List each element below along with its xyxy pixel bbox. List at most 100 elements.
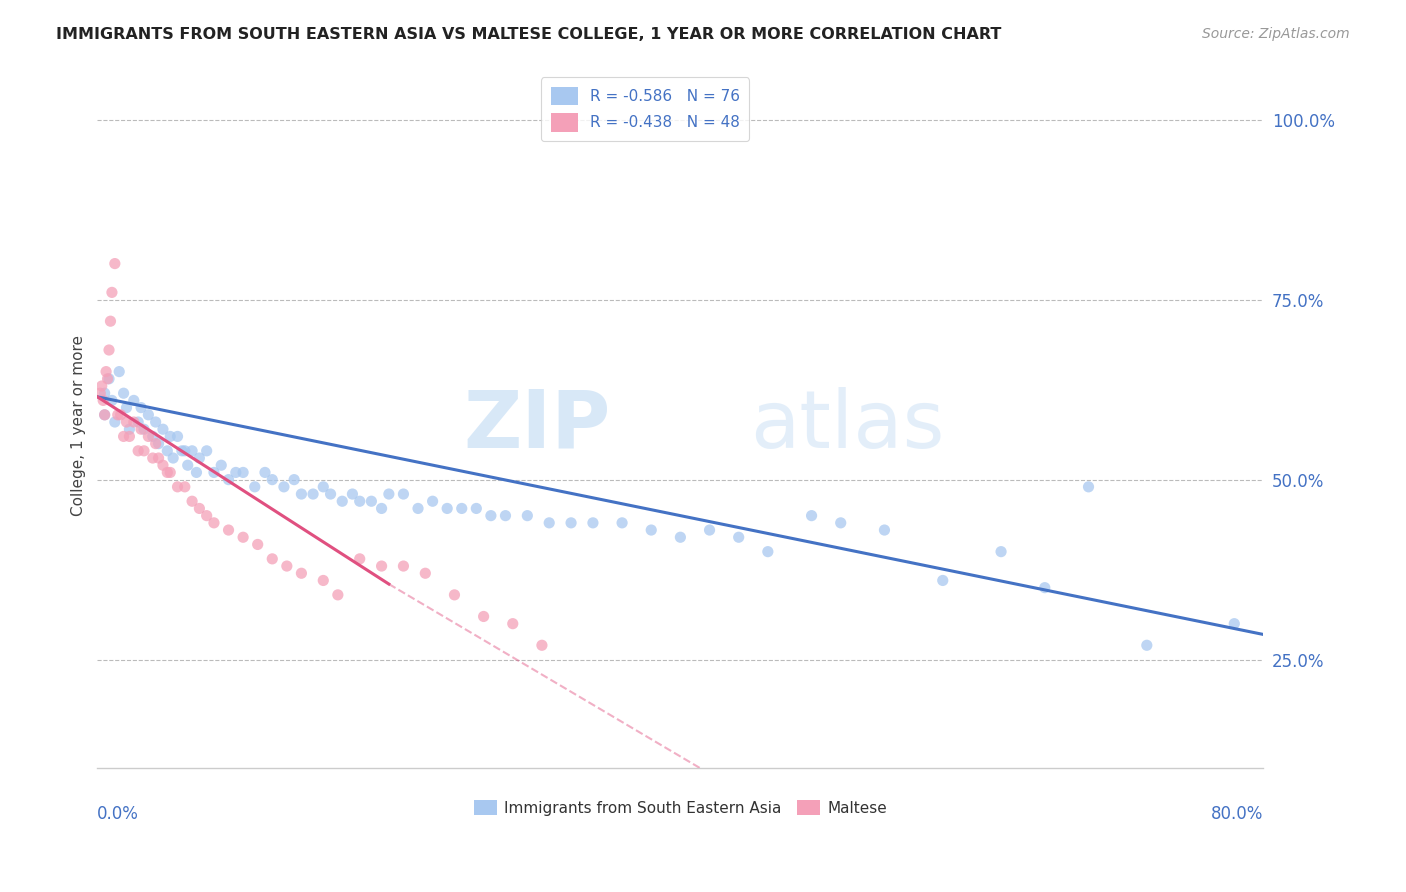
Point (756, 544, 779, 558)
Point (699, 523, 721, 537)
Point (330, 494, 353, 508)
Point (360, 494, 382, 508)
Point (326, 588, 349, 602)
Point (530, 638, 553, 652)
Point (107, 408, 129, 422)
Point (273, 480, 295, 494)
Point (166, 429, 188, 443)
Point (181, 443, 204, 458)
Text: atlas: atlas (751, 386, 945, 465)
Point (370, 559, 392, 574)
Point (188, 450, 211, 465)
Point (378, 487, 401, 501)
Point (159, 466, 181, 480)
Point (195, 443, 218, 458)
Point (370, 501, 392, 516)
Point (209, 458, 232, 473)
Point (129, 401, 152, 415)
Point (129, 422, 152, 436)
Point (177, 458, 200, 473)
Point (283, 473, 305, 487)
Point (246, 537, 269, 551)
Point (93, 408, 115, 422)
Point (170, 443, 193, 458)
Point (108, 365, 131, 379)
Point (276, 559, 298, 574)
Text: 0.0%: 0.0% (97, 805, 139, 823)
Point (152, 458, 174, 473)
Point (502, 616, 524, 631)
Point (104, 415, 127, 429)
Point (290, 566, 312, 581)
Point (218, 473, 240, 487)
Point (112, 429, 135, 443)
Point (873, 523, 896, 537)
Point (349, 494, 371, 508)
Point (132, 443, 155, 458)
Point (582, 516, 605, 530)
Point (148, 436, 170, 450)
Point (162, 450, 184, 465)
Point (98, 343, 121, 357)
Point (93, 386, 115, 401)
Point (188, 501, 211, 516)
Text: 80.0%: 80.0% (1211, 805, 1264, 823)
Point (262, 473, 284, 487)
Text: Source: ZipAtlas.com: Source: ZipAtlas.com (1202, 27, 1350, 41)
Point (148, 450, 170, 465)
Point (443, 588, 465, 602)
Point (93, 408, 115, 422)
Point (101, 393, 124, 408)
Point (406, 501, 429, 516)
Point (173, 443, 195, 458)
Point (253, 466, 276, 480)
Point (94, 365, 117, 379)
Point (413, 566, 436, 581)
Point (516, 508, 538, 523)
Point (312, 480, 335, 494)
Point (101, 285, 124, 300)
Point (232, 466, 254, 480)
Point (450, 501, 472, 516)
Point (90, 379, 112, 393)
Point (159, 429, 181, 443)
Point (290, 487, 312, 501)
Point (166, 480, 188, 494)
Point (152, 422, 174, 436)
Point (232, 530, 254, 544)
Point (436, 501, 458, 516)
Point (560, 516, 582, 530)
Point (830, 516, 852, 530)
Legend: R = -0.586   N = 76, R = -0.438   N = 48: R = -0.586 N = 76, R = -0.438 N = 48 (541, 78, 749, 141)
Point (100, 314, 122, 328)
Point (181, 494, 204, 508)
Text: IMMIGRANTS FROM SOUTH EASTERN ASIA VS MALTESE COLLEGE, 1 YEAR OR MORE CORRELATIO: IMMIGRANTS FROM SOUTH EASTERN ASIA VS MA… (56, 27, 1001, 42)
Point (138, 429, 160, 443)
Point (127, 443, 149, 458)
Point (202, 466, 225, 480)
Point (932, 574, 955, 588)
Point (115, 415, 138, 429)
Point (145, 415, 167, 429)
Point (990, 544, 1012, 558)
Point (122, 393, 145, 408)
Point (145, 436, 167, 450)
Point (122, 415, 145, 429)
Point (115, 401, 138, 415)
Point (132, 422, 155, 436)
Point (538, 516, 561, 530)
Point (1136, 638, 1159, 652)
Point (91, 393, 114, 408)
Point (156, 466, 179, 480)
Point (422, 494, 444, 508)
Point (392, 559, 415, 574)
Point (218, 523, 240, 537)
Point (138, 408, 160, 422)
Text: ZIP: ZIP (463, 386, 610, 465)
Point (118, 422, 141, 436)
Point (243, 480, 266, 494)
Point (98, 372, 121, 386)
Point (89, 386, 111, 401)
Point (312, 574, 335, 588)
Point (727, 530, 749, 544)
